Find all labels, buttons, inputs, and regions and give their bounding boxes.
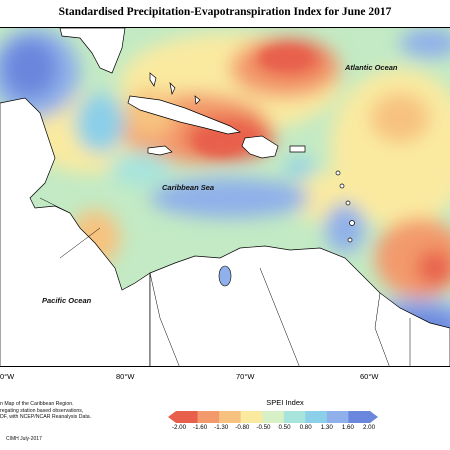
legend-tick-label: 2.00	[362, 424, 376, 431]
credit-text: CIMH July-2017	[6, 436, 42, 442]
spei-map-canvas	[0, 28, 450, 366]
legend-tick-label: -1.60	[193, 424, 208, 431]
note-line: regating station based observations,	[0, 407, 84, 414]
lake-maracaibo	[218, 265, 232, 287]
longitude-label: 0°W	[0, 372, 15, 381]
longitude-label: 60°W	[360, 372, 379, 381]
place-label-pacific: Pacific Ocean	[42, 296, 92, 305]
legend-swatch	[326, 411, 349, 423]
legend-tick-label: 0.50	[278, 424, 291, 431]
legend-swatch	[348, 411, 371, 423]
legend-swatch	[305, 411, 328, 423]
legend-tick-label: 1.60	[341, 424, 354, 431]
map-title: Standardised Precipitation-Evapotranspir…	[58, 6, 392, 18]
longitude-label: 70°W	[236, 372, 255, 381]
legend-swatch	[262, 411, 285, 423]
place-label-caribbean: Caribbean Sea	[162, 183, 215, 192]
legend-swatch	[283, 411, 306, 423]
legend-swatch	[176, 411, 199, 423]
country-borders	[39, 197, 411, 366]
note-line: n Map of the Caribbean Region.	[0, 401, 74, 407]
legend-tick-label: -0.80	[235, 424, 250, 431]
legend-swatch	[240, 411, 263, 423]
legend-swatch	[197, 411, 220, 423]
spei-map: Atlantic Ocean Caribbean Sea Pacific Oce…	[0, 27, 450, 367]
legend-tick-label: -2.00	[171, 424, 187, 431]
legend-title: SPEI Index	[266, 398, 304, 407]
legend-colorbar	[168, 411, 378, 423]
legend-swatch	[219, 411, 242, 423]
legend-tick-label: 0.80	[299, 424, 312, 431]
longitude-label: 80°W	[116, 372, 135, 381]
legend-tick-label: -1.30	[214, 424, 229, 431]
place-label-atlantic: Atlantic Ocean	[345, 63, 398, 72]
legend-tick-label: -0.50	[256, 424, 271, 431]
map-notes: n Map of the Caribbean Region. regating …	[0, 401, 135, 421]
note-line: DF, with NCEP/NCAR Reanalysis Data.	[0, 414, 92, 421]
legend-arrow-right	[370, 411, 378, 423]
legend-arrow-left	[168, 411, 176, 423]
legend-tick-label: 1.30	[320, 424, 333, 431]
